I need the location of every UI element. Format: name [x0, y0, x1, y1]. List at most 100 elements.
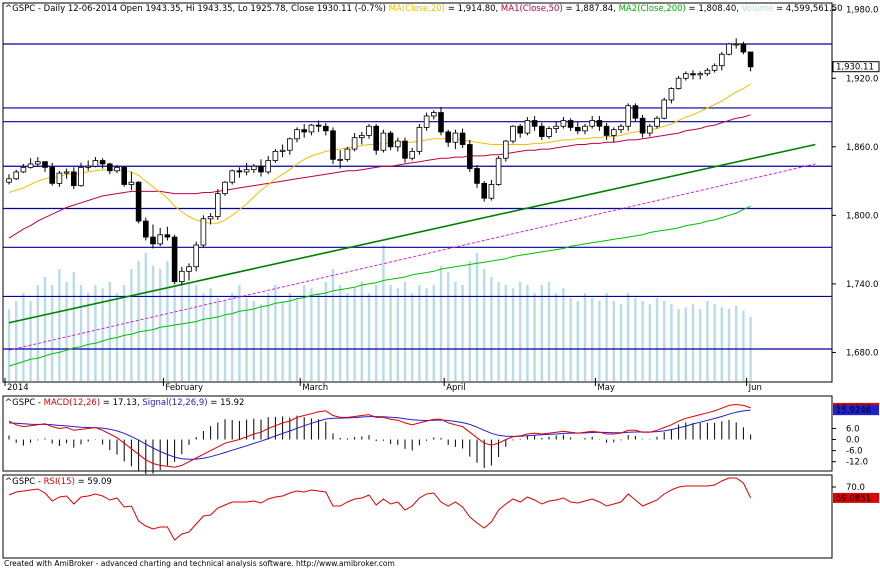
volume-value: = 4,599,561.50 [773, 4, 842, 14]
candle-body [531, 120, 538, 127]
signal-label: Signal(12,26,9) [142, 398, 207, 408]
volume-bar [634, 297, 637, 381]
ma50-line [8, 114, 751, 239]
candle-body [99, 160, 106, 165]
volume-bar [360, 281, 363, 381]
volume-bar [209, 288, 212, 381]
candle-body [351, 137, 358, 150]
candle-body [567, 120, 574, 128]
volume-bar [447, 272, 450, 381]
price-axis-tick-label: 1,920.0 [846, 74, 878, 84]
rsi-last-label-box [833, 492, 879, 503]
last-close-label: 1,930.11 [836, 63, 874, 73]
volume-bar [101, 288, 104, 381]
volume-bar [540, 285, 543, 381]
macd-panel-frame [2, 395, 833, 472]
volume-label: Volume [742, 4, 774, 14]
candle-body [279, 149, 286, 152]
candle-body [63, 171, 70, 174]
volume-bar [65, 281, 68, 381]
volume-bar [396, 288, 399, 381]
volume-bar [79, 285, 83, 381]
candle-body [13, 171, 20, 180]
volume-bar [303, 285, 306, 381]
candle-body [49, 166, 55, 184]
last-close-label-box [832, 61, 880, 73]
candle-body [546, 128, 552, 137]
candle-body [315, 124, 322, 127]
ma50-value: = 1,887.84, [563, 4, 619, 14]
candle-body [6, 178, 12, 183]
volume-bar [576, 301, 579, 381]
volume-bar [411, 293, 414, 381]
candle-body [711, 65, 718, 71]
ma50-label: MA1(Close,50) [501, 4, 563, 14]
candle-body [85, 165, 92, 168]
candle-body [150, 236, 156, 245]
price-axis-tick-label: 1,740.0 [846, 280, 878, 290]
candle-body [517, 125, 523, 134]
price-panel [3, 38, 832, 381]
candle-body [704, 69, 711, 75]
candle-body [747, 51, 754, 68]
x-axis-label: April [446, 383, 465, 393]
ma20-value: = 1,914.80, [445, 4, 501, 14]
candle-body [524, 120, 531, 134]
volume-bar [29, 301, 32, 381]
volume-bar [519, 281, 522, 381]
volume-bar [504, 285, 507, 381]
candle-body [250, 165, 257, 171]
volume-bar [252, 301, 255, 381]
volume-bar [339, 285, 342, 381]
x-axis-label: 2014 [7, 383, 29, 393]
macd-axis-tick-label: 6.0 [846, 424, 860, 434]
rsi-panel-frame [2, 474, 833, 559]
rsi-label: RSI(15) [44, 477, 75, 487]
volume-bar [288, 293, 291, 381]
candle-body [625, 105, 631, 127]
candle-body [366, 125, 372, 136]
x-axis-label: May [597, 383, 615, 393]
candle-body [344, 148, 351, 160]
macd-symbol: ^GSPC - [5, 398, 44, 408]
volume-bar [533, 293, 536, 381]
candle-body [430, 112, 437, 117]
candle-body [135, 181, 142, 222]
candle-body [78, 166, 84, 187]
candle-body [207, 216, 214, 220]
volume-bar [202, 293, 205, 381]
volume-bar [87, 293, 90, 381]
volume-bar [274, 285, 277, 381]
axis-layer: 1,680.0 1,740.0 1,800.0 1,860.0 1,920.0 1,980… [4, 6, 880, 504]
ma20-line [8, 83, 751, 224]
ma200-line [8, 205, 751, 367]
volume-bar [742, 310, 745, 381]
volume-bar [425, 288, 428, 381]
volume-bar [123, 285, 126, 381]
volume-bar [159, 269, 162, 381]
candle-body [719, 53, 725, 67]
candle-body [510, 125, 516, 142]
x-axis-label: March [302, 383, 328, 393]
macd-label: MACD(12,26) [44, 398, 100, 408]
volume-bar [526, 285, 529, 381]
candle-body [733, 43, 739, 46]
candle-body [647, 125, 653, 134]
candle-body [740, 43, 747, 53]
rsi-symbol: ^GSPC - [5, 477, 44, 487]
candle-body [330, 130, 336, 160]
macd-header: ^GSPC - MACD(12,26) = 17.13, Signal(12,2… [5, 398, 244, 408]
candle-body [488, 184, 495, 199]
candle-body [589, 120, 595, 127]
candle-body [394, 140, 401, 148]
candle-body [157, 234, 164, 245]
volume-bar [108, 281, 111, 381]
volume-bar [180, 272, 183, 381]
candle-body [42, 161, 48, 168]
volume-bar [627, 293, 630, 381]
volume-bar [137, 261, 140, 381]
volume-bar [375, 285, 378, 381]
candle-body [164, 234, 171, 238]
candle-body [186, 266, 192, 272]
